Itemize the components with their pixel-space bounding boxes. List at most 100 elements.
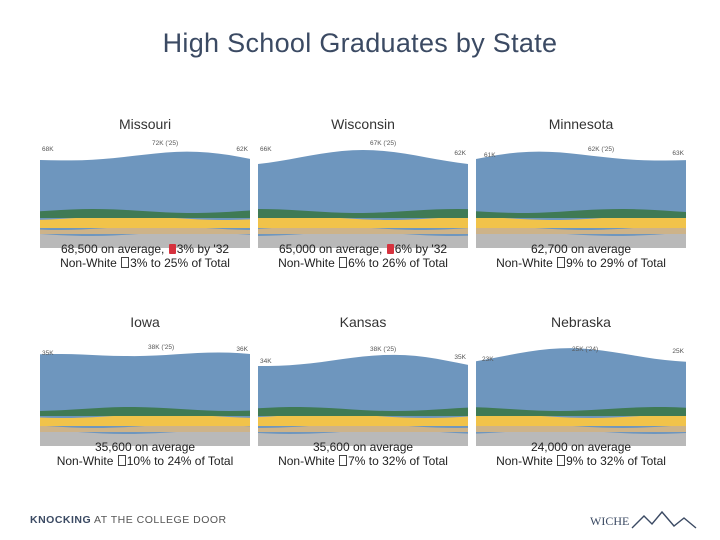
state-name: Missouri <box>118 116 172 132</box>
area-chart <box>476 138 686 248</box>
end-label: 62K <box>236 146 248 153</box>
area-chart-svg <box>40 151 250 248</box>
average-text: 35,600 on average <box>312 440 414 454</box>
start-label: 34K <box>260 358 272 365</box>
state-panel-iowa: Iowa 35K 38K ('25) 36K 35,600 on average… <box>40 314 250 484</box>
brand-tagline: AT THE COLLEGE DOOR <box>94 514 227 526</box>
nonwhite-share: 3% to 25% of Total <box>130 256 230 270</box>
peak-label: 25K ('24) <box>572 346 599 353</box>
peak-label: 67K ('25) <box>370 140 397 147</box>
group-area-3 <box>258 407 468 416</box>
group-area-3 <box>476 407 686 416</box>
group-area-1 <box>40 424 250 432</box>
area-chart <box>258 336 468 446</box>
average-text: 24,000 on average <box>530 440 632 454</box>
wiche-text: WICHE <box>590 514 630 528</box>
caption: 35,600 on average Non-White 7% to 32% of… <box>248 440 478 468</box>
area-chart <box>476 336 686 446</box>
end-label: 62K <box>454 150 466 157</box>
area-chart <box>40 138 250 248</box>
group-area-3 <box>40 209 250 218</box>
start-label: 68K <box>42 146 54 153</box>
nonwhite-share: 9% to 32% of Total <box>566 454 666 468</box>
caption: 65,000 on average, 6% by '32 Non-White 6… <box>248 242 478 270</box>
area-chart-svg <box>476 151 686 248</box>
box-icon <box>557 257 566 268</box>
nonwhite-share: 10% to 24% of Total <box>126 454 234 468</box>
start-label: 35K <box>42 350 54 357</box>
area-chart-svg <box>258 150 468 248</box>
start-label: 23K <box>482 356 494 363</box>
nonwhite-label: Non-White <box>278 454 335 468</box>
nonwhite-share: 6% to 26% of Total <box>348 256 448 270</box>
state-name: Kansas <box>339 314 387 330</box>
area-chart <box>258 138 468 248</box>
group-area-1 <box>476 226 686 234</box>
change-text: 6% by '32 <box>394 242 448 256</box>
group-area-1 <box>476 424 686 432</box>
peak-label: 38K ('25) <box>148 344 175 351</box>
area-chart-svg <box>40 352 250 446</box>
average-text: 65,000 on average, <box>278 242 383 256</box>
caption: 35,600 on average Non-White 10% to 24% o… <box>30 440 260 468</box>
base-band <box>476 440 686 446</box>
footer-brand: KNOCKING AT THE COLLEGE DOOR <box>30 514 227 526</box>
group-area-2 <box>40 216 250 228</box>
end-label: 35K <box>454 354 466 361</box>
group-area-2 <box>258 414 468 426</box>
start-label: 61K <box>484 152 496 159</box>
up-arrow-icon <box>386 244 394 254</box>
base-band <box>258 440 468 446</box>
end-label: 36K <box>236 346 248 353</box>
state-name: Nebraska <box>551 314 611 330</box>
group-area-1 <box>258 424 468 432</box>
state-panel-wisconsin: Wisconsin 66K 67K ('25) 62K 65,000 on av… <box>258 116 468 286</box>
end-label: 25K <box>672 348 684 355</box>
base-band <box>258 242 468 248</box>
page-title: High School Graduates by State <box>162 28 558 58</box>
change-text: 3% by '32 <box>176 242 230 256</box>
box-icon <box>121 257 130 268</box>
group-area-1 <box>258 226 468 234</box>
up-arrow-icon <box>168 244 176 254</box>
caption: 62,700 on average Non-White 9% to 29% of… <box>466 242 696 270</box>
base-band <box>40 440 250 446</box>
caption: 24,000 on average Non-White 9% to 32% of… <box>466 440 696 468</box>
state-panel-kansas: Kansas 34K 38K ('25) 35K 35,600 on avera… <box>258 314 468 484</box>
nonwhite-label: Non-White <box>56 454 114 468</box>
box-icon <box>557 455 566 466</box>
wiche-logo: WICHE <box>590 508 702 534</box>
base-band <box>476 242 686 248</box>
area-chart <box>40 336 250 446</box>
start-label: 66K <box>260 146 272 153</box>
group-area-2 <box>476 414 686 426</box>
nonwhite-label: Non-White <box>60 256 117 270</box>
nonwhite-share: 7% to 32% of Total <box>348 454 448 468</box>
box-icon <box>117 455 126 466</box>
state-panel-nebraska: Nebraska 23K 25K ('24) 25K 24,000 on ave… <box>476 314 686 484</box>
area-chart-svg <box>258 354 468 446</box>
nonwhite-label: Non-White <box>496 256 553 270</box>
nonwhite-label: Non-White <box>278 256 335 270</box>
group-area-2 <box>258 216 468 228</box>
area-chart-svg <box>476 348 686 446</box>
box-icon <box>339 257 348 268</box>
nonwhite-label: Non-White <box>496 454 553 468</box>
brand-knocking: KNOCKING <box>30 514 92 526</box>
box-icon <box>339 455 348 466</box>
state-panel-missouri: Missouri 68K 72K ('25) 62K 68,500 on ave… <box>40 116 250 286</box>
end-label: 63K <box>672 150 684 157</box>
nonwhite-share: 9% to 29% of Total <box>566 256 666 270</box>
group-area-1 <box>40 226 250 234</box>
state-name: Minnesota <box>548 116 614 132</box>
peak-label: 38K ('25) <box>370 346 397 353</box>
state-name: Wisconsin <box>331 116 395 132</box>
peak-label: 62K ('25) <box>588 146 615 153</box>
mountain-icon <box>631 510 697 529</box>
base-band <box>40 242 250 248</box>
average-text: 68,500 on average, <box>60 242 165 256</box>
state-name: Iowa <box>130 314 160 330</box>
caption: 68,500 on average, 3% by '32 Non-White 3… <box>30 242 260 270</box>
average-text: 62,700 on average <box>530 242 632 256</box>
group-area-2 <box>476 216 686 228</box>
